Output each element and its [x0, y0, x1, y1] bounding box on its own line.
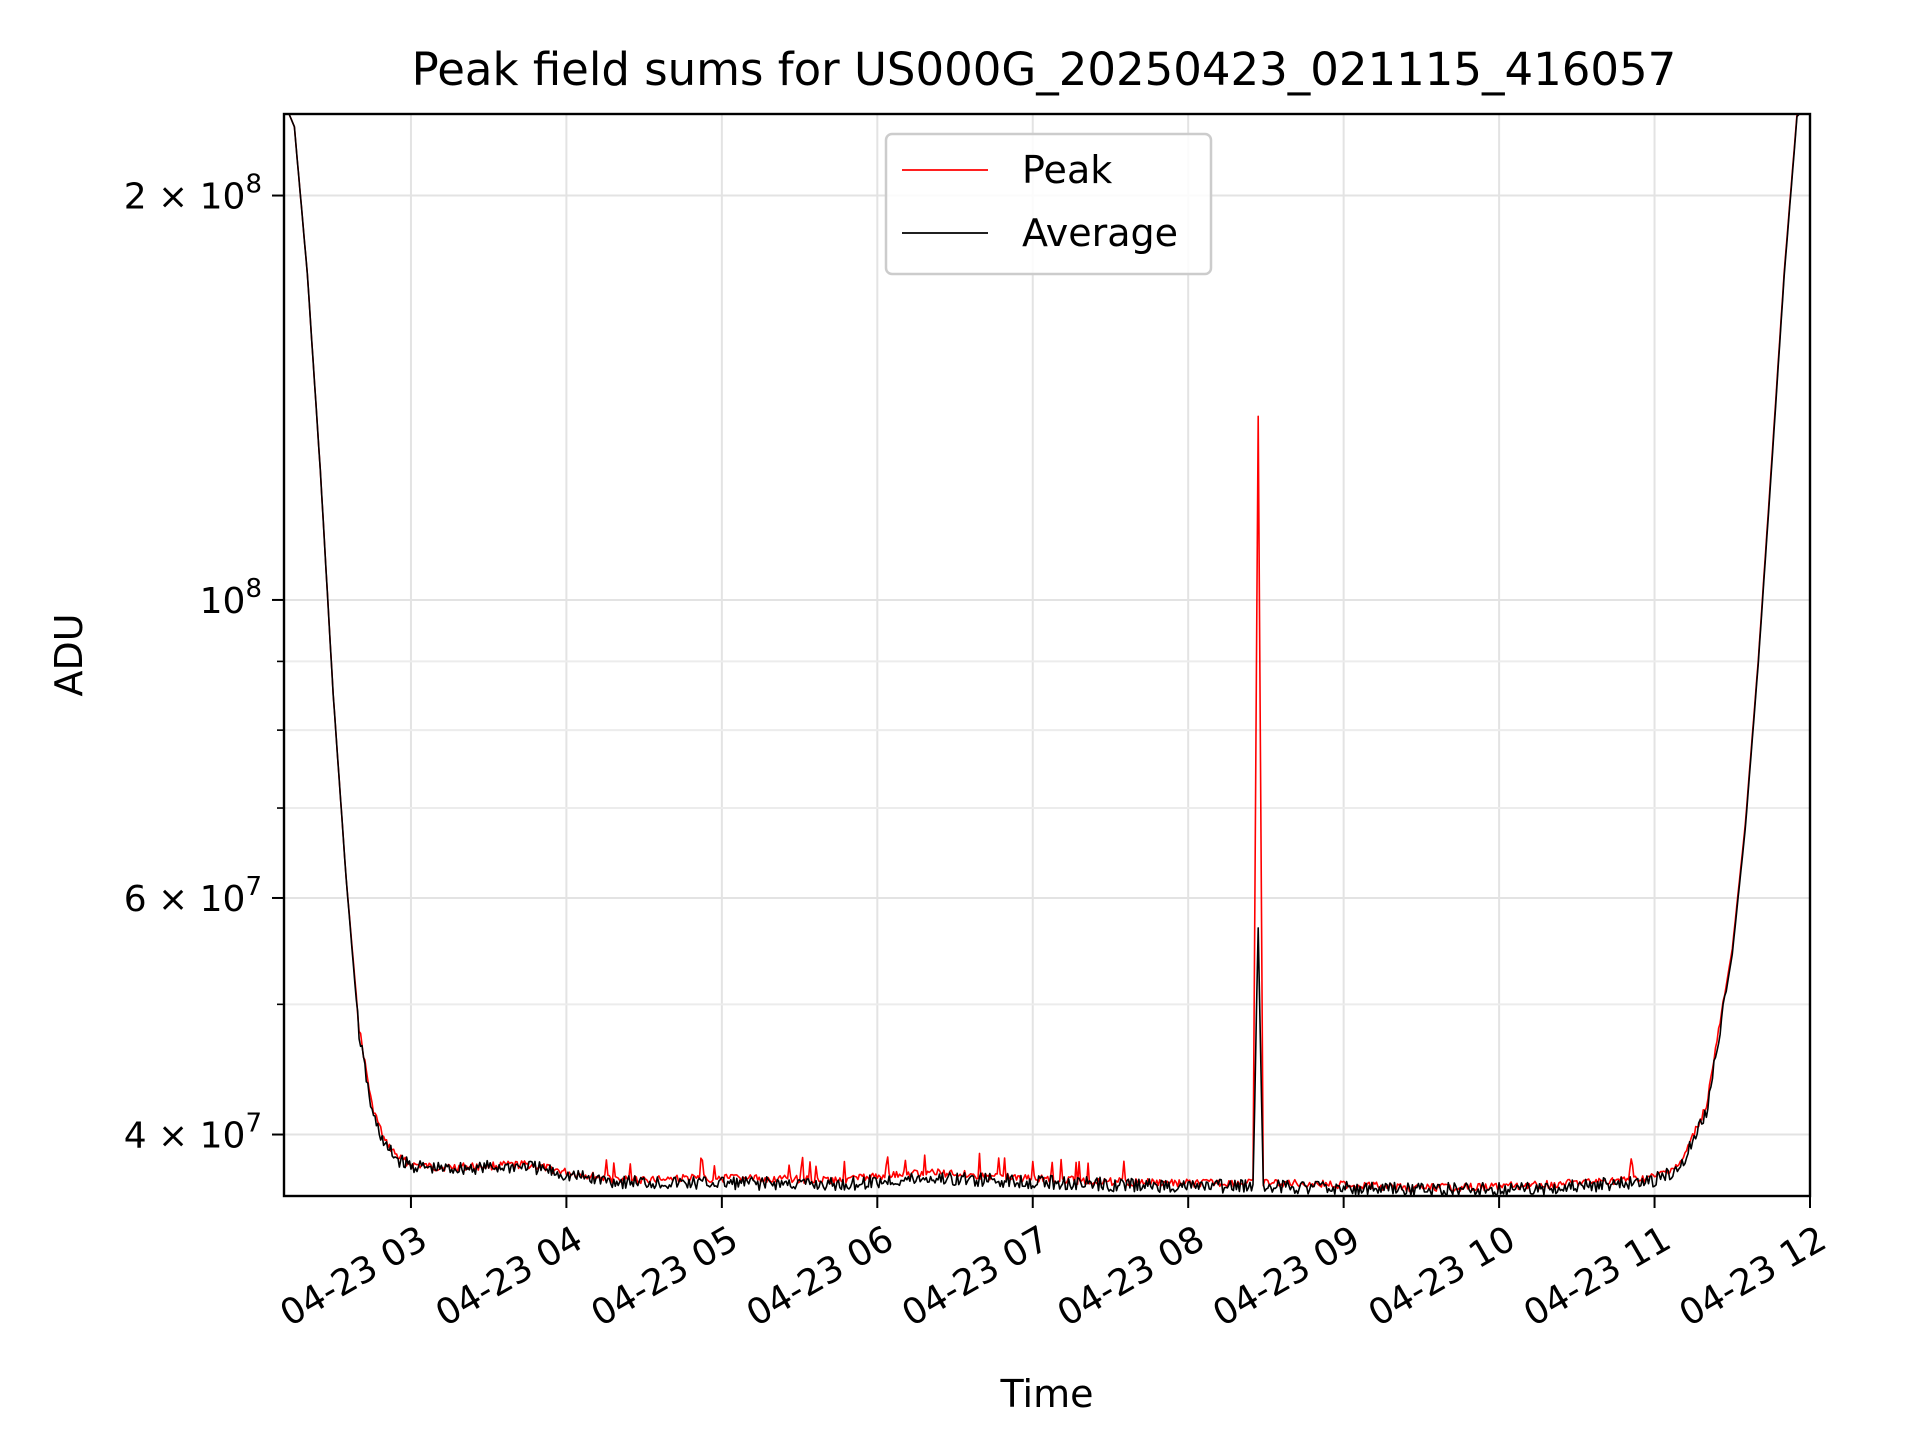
y-tick-label: 108 — [200, 574, 262, 622]
chart-title: Peak field sums for US000G_20250423_0211… — [412, 43, 1677, 96]
legend: Peak Average — [884, 132, 1213, 276]
series-line-average — [288, 114, 1801, 1196]
y-axis-label: ADU — [47, 613, 91, 696]
legend-box — [884, 132, 1213, 276]
plot-frame — [282, 112, 1812, 1198]
legend-average-label: Average — [1022, 211, 1178, 255]
y-tick-label: 4 × 107 — [124, 1109, 262, 1157]
legend-peak-label: Peak — [1022, 148, 1112, 192]
y-tick-label: 2 × 108 — [124, 170, 262, 218]
y-tick-label: 6 × 107 — [124, 872, 262, 920]
x-axis-label: Time — [1000, 1372, 1094, 1416]
plot-series — [288, 114, 1801, 1196]
